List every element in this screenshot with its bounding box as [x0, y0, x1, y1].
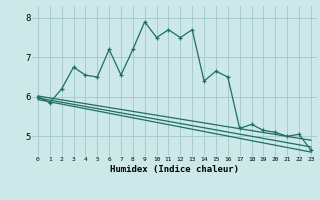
X-axis label: Humidex (Indice chaleur): Humidex (Indice chaleur)	[110, 165, 239, 174]
